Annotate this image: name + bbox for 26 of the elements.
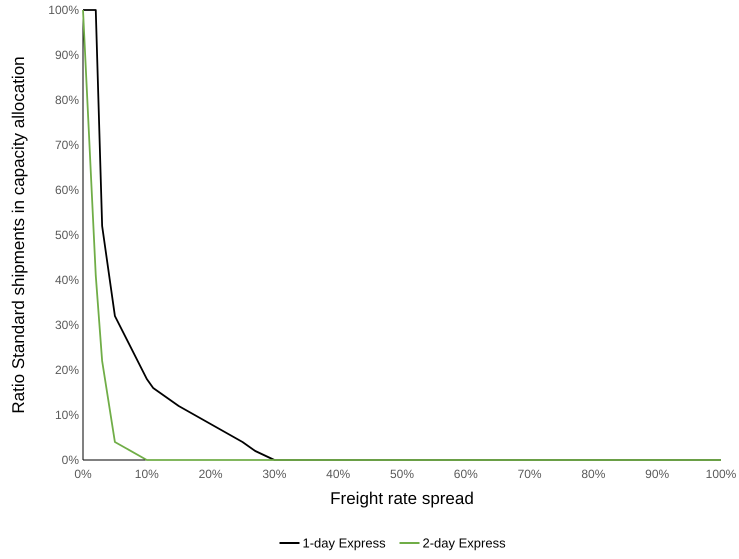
x-tick-label: 0% (74, 467, 92, 481)
x-tick-label: 90% (645, 467, 670, 481)
y-tick-label: 40% (54, 273, 80, 288)
y-tick-label: 10% (54, 408, 80, 422)
x-tick-label: 20% (198, 467, 223, 481)
x-tick-label: 50% (390, 467, 414, 481)
x-tick-label: 70% (518, 467, 542, 481)
y-tick-label: 70% (54, 138, 80, 152)
y-tick-label: 20% (54, 363, 80, 378)
legend-label: 2-day Express (422, 536, 506, 551)
y-tick-label: 100% (48, 3, 80, 18)
y-axis-title: Ratio Standard shipments in capacity allocation (9, 56, 28, 414)
y-tick-label: 50% (54, 228, 80, 242)
x-tick-label: 40% (326, 467, 351, 481)
y-tick-label: 60% (54, 183, 80, 198)
y-tick-label: 80% (54, 93, 80, 108)
y-tick-label: 0% (62, 453, 80, 468)
x-tick-label: 60% (454, 467, 478, 481)
x-axis-title: Freight rate spread (330, 489, 474, 508)
x-tick-label: 100% (706, 467, 737, 481)
y-tick-label: 90% (54, 48, 80, 62)
x-tick-label: 10% (134, 467, 160, 481)
y-tick-label: 30% (54, 318, 80, 332)
legend-label: 1-day Express (302, 536, 386, 551)
x-tick-label: 80% (581, 467, 606, 481)
x-tick-label: 30% (262, 467, 287, 481)
